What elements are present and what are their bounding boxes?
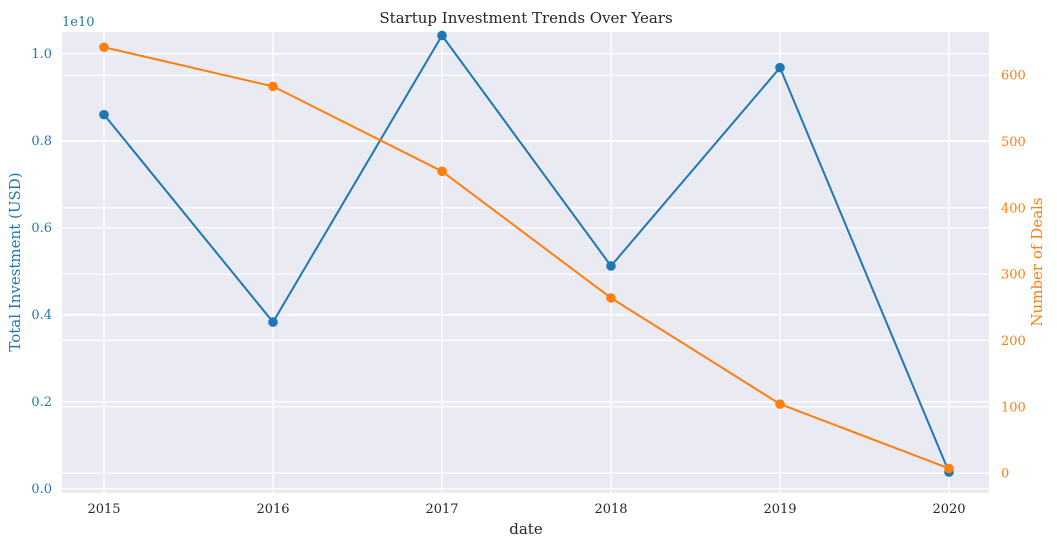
tick-labels: 2015 2016 2017 2018 2019 2020 0.0 0.2 0.4 0.6 0.8 1… [31, 47, 1026, 517]
deals-data-point [944, 463, 954, 474]
plot-background [62, 32, 989, 493]
deals-data-point [99, 42, 109, 53]
x-axis-label: date [509, 520, 543, 538]
right-y-tick-label: 200 [1001, 334, 1026, 349]
right-y-tick-label: 500 [1001, 135, 1026, 150]
right-y-tick-label: 400 [1001, 201, 1026, 216]
right-axis-label: Number of Deals [1028, 197, 1046, 326]
left-y-tick-label: 0.2 [31, 395, 52, 410]
investment-data-point [775, 62, 785, 73]
investment-data-point [268, 317, 278, 327]
right-y-tick-label: 100 [1001, 400, 1026, 415]
right-y-tick-label: 0 [1001, 467, 1009, 482]
left-y-tick-label: 0.4 [31, 308, 52, 323]
deals-data-point [268, 81, 278, 92]
series-group [99, 30, 954, 477]
left-axis-label: Total Investment (USD) [6, 172, 24, 351]
deals-series-line [103, 46, 950, 470]
x-tick-label: 2020 [932, 502, 965, 517]
x-tick-label: 2016 [256, 502, 289, 517]
deals-data-point [775, 399, 785, 409]
investment-data-point [606, 261, 616, 271]
x-tick-label: 2018 [594, 502, 627, 517]
deals-data-point [606, 293, 616, 303]
left-y-tick-label: 0.0 [31, 482, 52, 497]
x-tick-label: 2019 [763, 502, 796, 517]
x-tick-label: 2017 [425, 502, 458, 517]
left-y-tick-label: 0.6 [31, 221, 52, 236]
deals-data-point [437, 166, 447, 177]
x-tick-label: 2015 [87, 502, 120, 517]
left-axis-offset-label: 1e10 [62, 15, 95, 30]
investment-data-point [99, 109, 109, 120]
right-y-tick-label: 300 [1001, 268, 1026, 283]
right-y-tick-label: 600 [1001, 69, 1026, 84]
investment-series-line [103, 34, 950, 473]
investment-data-point [437, 30, 447, 41]
grid-lines [62, 32, 989, 493]
chart-title: Startup Investment Trends Over Years [379, 9, 672, 27]
left-y-tick-label: 0.8 [31, 134, 52, 149]
left-y-tick-label: 1.0 [31, 47, 52, 62]
